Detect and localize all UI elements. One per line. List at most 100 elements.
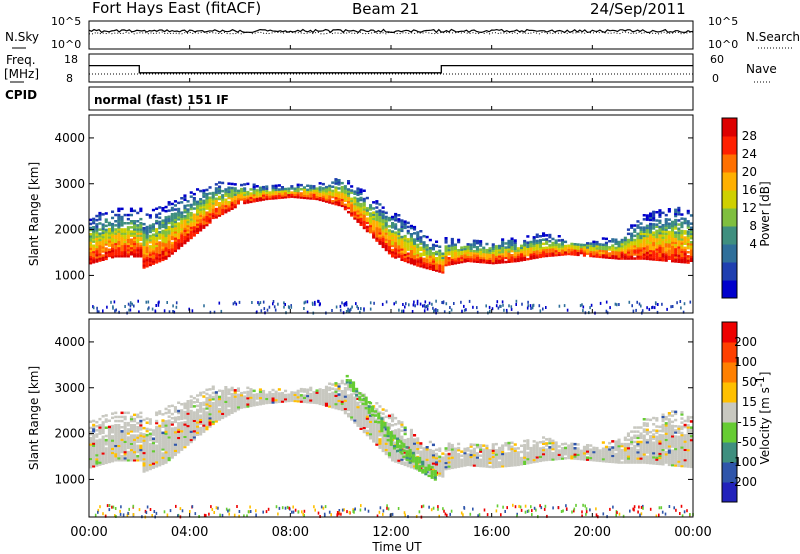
heatmap-cell: [416, 260, 420, 263]
heatmap-cell: [111, 435, 115, 438]
heatmap-cell: [145, 436, 149, 439]
heatmap-cell: [101, 235, 105, 239]
heatmap-cell: [177, 209, 181, 213]
heatmap-cell: [139, 419, 143, 423]
heatmap-cell: [523, 462, 527, 465]
heatmap-cell: [139, 253, 143, 256]
heatmap-cell: [95, 464, 99, 467]
heatmap-cell: [218, 206, 222, 209]
heatmap-cell: [123, 213, 127, 217]
heatmap-cell: [328, 386, 332, 390]
heatmap-cell: [548, 254, 552, 257]
heatmap-cell: [403, 222, 407, 225]
heatmap-cell: [677, 211, 681, 214]
heatmap-cell: [95, 443, 99, 447]
heatmap-cell: [133, 238, 137, 241]
heatmap-cell: [107, 433, 111, 437]
heatmap-cell: [114, 242, 118, 246]
heatmap-cell: [208, 213, 212, 216]
heatmap-cell: [671, 233, 675, 236]
heatmap-cell: [136, 224, 140, 227]
heatmap-cell: [391, 424, 395, 427]
heatmap-cell: [104, 453, 108, 456]
heatmap-cell: [315, 399, 319, 403]
heatmap-cell: [356, 197, 360, 201]
heatmap-cell: [104, 455, 108, 458]
heatmap-cell: [529, 251, 533, 254]
heatmap-cell: [199, 402, 203, 405]
heatmap-cell: [246, 394, 250, 398]
heatmap-cell: [652, 216, 656, 220]
heatmap-cell: [617, 244, 621, 248]
heatmap-cell: [630, 453, 634, 456]
heatmap-cell: [394, 231, 398, 234]
heatmap-cell: [595, 451, 599, 454]
heatmap-cell: [133, 240, 137, 244]
heatmap-cell: [117, 240, 121, 244]
heatmap-cell: [538, 251, 542, 254]
heatmap-cell: [151, 262, 155, 265]
nave-tick-bottom: 0: [712, 72, 719, 85]
heatmap-cell: [472, 251, 476, 255]
heatmap-cell: [674, 237, 678, 240]
heatmap-cell: [309, 191, 313, 194]
heatmap-cell: [142, 231, 146, 234]
heatmap-cell: [180, 217, 184, 221]
heatmap-cell: [400, 256, 404, 259]
heatmap-cell: [649, 216, 653, 220]
heatmap-cell: [359, 221, 363, 224]
heatmap-cell: [236, 401, 240, 405]
heatmap-cell: [139, 436, 143, 439]
heatmap-cell: [378, 203, 382, 206]
heatmap-cell: [98, 430, 102, 433]
heatmap-cell: [501, 450, 505, 454]
heatmap-cell: [224, 410, 228, 414]
nave-tick-top: 60: [710, 53, 724, 66]
heatmap-cell: [463, 249, 467, 253]
heatmap-cell: [469, 461, 473, 465]
heatmap-cell: [170, 439, 174, 443]
heatmap-cell: [312, 193, 316, 196]
heatmap-cell: [523, 242, 527, 245]
heatmap-cell: [589, 252, 593, 256]
heatmap-cell: [89, 251, 93, 255]
heatmap-cell: [164, 438, 168, 442]
heatmap-cell: [362, 201, 366, 205]
heatmap-cell: [173, 426, 177, 430]
heatmap-cell: [419, 242, 423, 245]
heatmap-cell: [416, 445, 420, 448]
heatmap-cell: [155, 304, 157, 307]
heatmap-cell: [133, 228, 137, 231]
heatmap-cell: [246, 199, 250, 202]
heatmap-cell: [92, 444, 96, 447]
heatmap-cell: [111, 233, 115, 236]
heatmap-cell: [350, 395, 354, 398]
heatmap-cell: [120, 220, 124, 223]
heatmap-cell: [183, 412, 187, 416]
heatmap-cell: [359, 419, 363, 422]
heatmap-cell: [98, 417, 102, 421]
heatmap-cell: [475, 458, 479, 461]
heatmap-cell: [343, 193, 347, 196]
heatmap-cell: [532, 458, 536, 462]
heatmap-cell: [472, 241, 476, 245]
heatmap-cell: [164, 411, 168, 415]
heatmap-cell: [689, 232, 693, 236]
heatmap-cell: [463, 308, 466, 312]
heatmap-cell: [205, 427, 209, 431]
heatmap-cell: [139, 450, 143, 454]
heatmap-cell: [642, 218, 646, 221]
heatmap-cell: [679, 300, 682, 303]
ytick-label: 2000: [54, 223, 85, 237]
heatmap-cell: [353, 400, 357, 404]
heatmap-cell: [230, 199, 234, 202]
heatmap-cell: [164, 440, 168, 444]
heatmap-cell: [340, 202, 344, 205]
heatmap-cell: [180, 197, 184, 200]
heatmap-cell: [142, 245, 146, 249]
heatmap-cell: [447, 442, 451, 445]
heatmap-cell: [117, 255, 121, 258]
heatmap-cell: [491, 445, 495, 448]
heatmap-cell: [378, 213, 382, 216]
nsearch-line: [88, 31, 694, 35]
